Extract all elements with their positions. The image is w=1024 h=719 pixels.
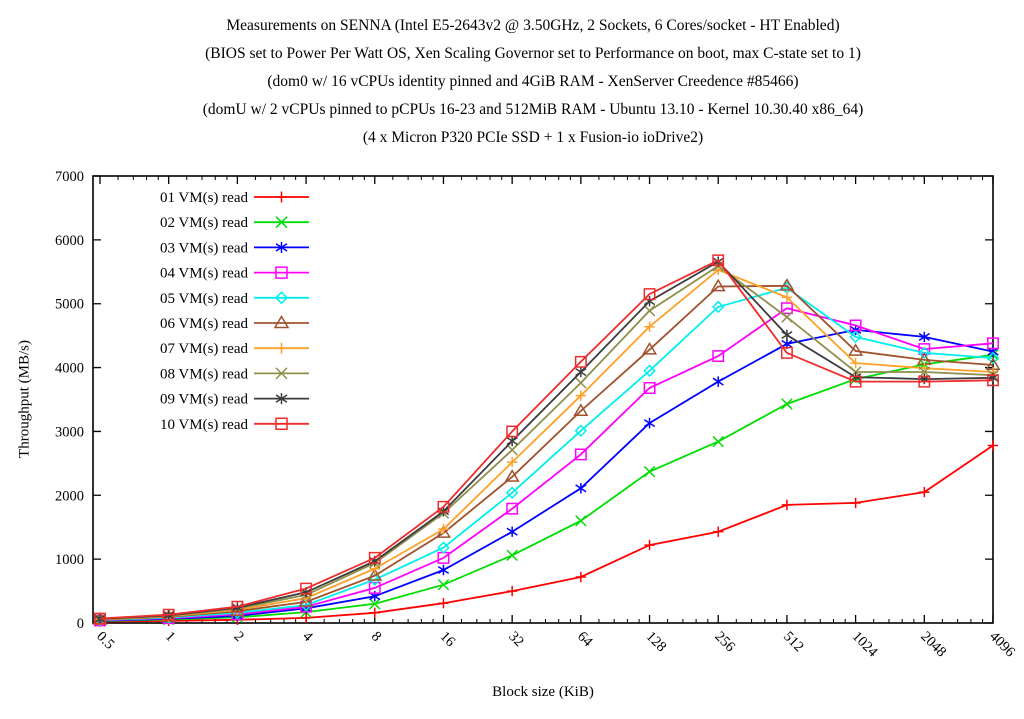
x-tick-label: 2048 (917, 629, 949, 661)
series-line-03-vms (99, 328, 994, 622)
legend-marker-triangle-icon (273, 315, 290, 329)
y-tick-label: 4000 (55, 361, 84, 377)
legend-label: 02 VM(s) read (160, 215, 249, 231)
series-line-08-vms (99, 264, 994, 621)
x-tick-label: 4096 (986, 629, 1018, 661)
legend-label: 05 VM(s) read (160, 291, 249, 307)
legend-label: 07 VM(s) read (160, 341, 249, 357)
series-markers-10-vms (94, 254, 999, 625)
legend-marker-cross-icon (275, 216, 288, 229)
x-tick-label: 128 (643, 629, 670, 656)
y-tick-label: 5000 (55, 297, 84, 313)
chart-title-line-5: (4 x Micron P320 PCIe SSD + 1 x Fusion-i… (362, 129, 704, 146)
series-line-05-vms (99, 286, 994, 621)
series-line-02-vms (99, 353, 994, 622)
x-tick-label: 512 (780, 629, 807, 656)
chart-title-line-2: (BIOS set to Power Per Watt OS, Xen Scal… (205, 45, 861, 62)
series-markers-05-vms (93, 281, 1000, 627)
legend-label: 03 VM(s) read (160, 240, 249, 256)
y-tick-label: 3000 (55, 424, 84, 440)
y-tick-label: 1000 (55, 552, 84, 568)
x-tick-label: 16 (437, 629, 459, 651)
x-axis-label: Block size (KiB) (492, 684, 594, 700)
legend-marker-plus-icon (276, 342, 287, 354)
legend-marker-square-icon (275, 266, 288, 279)
x-tick-label: 256 (711, 629, 738, 656)
x-tick-label: 2 (231, 629, 247, 645)
legend-label: 08 VM(s) read (160, 366, 249, 382)
x-tick-label: 1 (162, 629, 178, 645)
series-markers-09-vms (94, 256, 999, 625)
x-tick-label: 64 (574, 629, 596, 651)
x-tick-label: 32 (505, 629, 527, 651)
series-markers-04-vms (94, 302, 999, 627)
y-tick-label: 7000 (55, 169, 84, 185)
chart-title-line-4: (domU w/ 2 vCPUs pinned to pCPUs 16-23 a… (202, 101, 864, 118)
legend-label: 10 VM(s) read (160, 417, 249, 433)
legend-marker-asterisk-icon (275, 241, 288, 253)
legend-marker-cross-icon (275, 367, 288, 380)
legend-marker-plus-icon (276, 191, 287, 203)
legend-marker-square-icon (275, 417, 288, 431)
series-line-07-vms (99, 268, 994, 621)
series-line-01-vms (99, 444, 994, 623)
y-tick-label: 2000 (55, 488, 84, 504)
legend-label: 06 VM(s) read (160, 316, 249, 332)
series-line-06-vms (99, 284, 994, 621)
x-tick-label: 1024 (849, 629, 881, 661)
legend-label: 09 VM(s) read (160, 392, 249, 408)
series-markers-01-vms (94, 440, 999, 627)
x-tick-label: 8 (368, 629, 384, 645)
y-axis-label: Throughput (MB/s) (16, 340, 33, 458)
x-tick-label: 0.5 (93, 629, 117, 653)
y-tick-label: 0 (77, 616, 84, 632)
series-line-10-vms (99, 259, 994, 620)
chart-title-line-3: (dom0 w/ 16 vCPUs identity pinned and 4G… (267, 73, 799, 90)
legend-marker-diamond-icon (274, 291, 289, 305)
legend-marker-asterisk-icon (275, 393, 288, 405)
chart-title-line-1: Measurements on SENNA (Intel E5-2643v2 @… (226, 17, 840, 34)
x-tick-label: 4 (299, 629, 316, 646)
plot-border (92, 175, 994, 624)
series-line-04-vms (99, 307, 994, 622)
legend-label: 01 VM(s) read (160, 190, 249, 206)
y-tick-label: 6000 (55, 233, 84, 249)
legend-label: 04 VM(s) read (160, 266, 249, 282)
series-line-09-vms (99, 260, 994, 620)
